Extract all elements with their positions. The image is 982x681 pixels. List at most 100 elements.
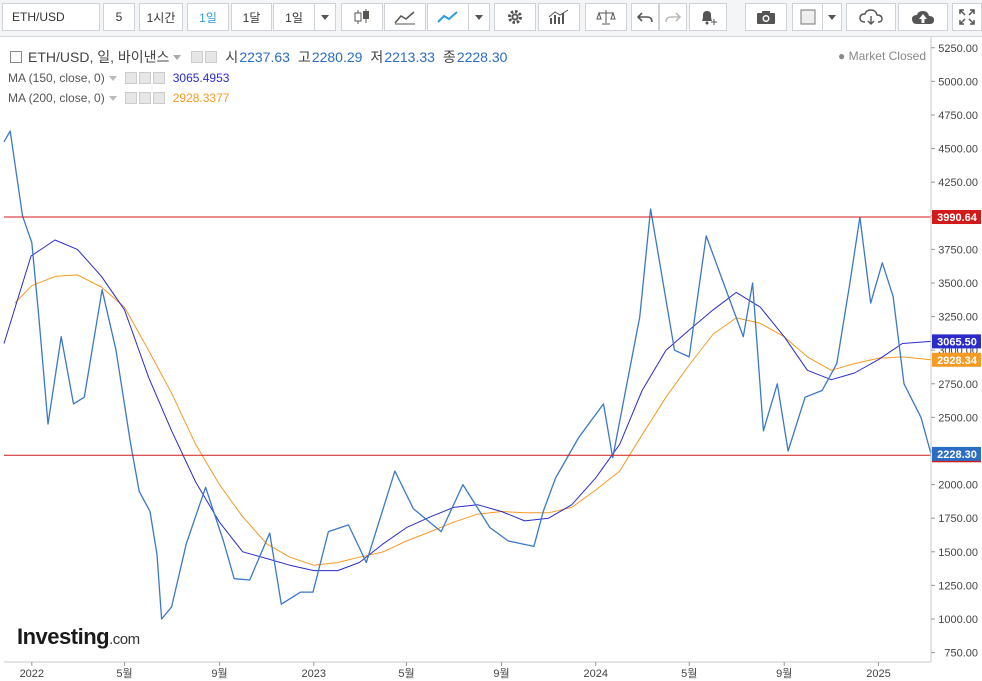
- candlestick-icon: [354, 9, 369, 24]
- ma200-label: MA (200, close, 0): [8, 91, 105, 105]
- market-status: ● Market Closed: [838, 49, 926, 63]
- chart-toolbar: ETH/USD 5 1시간 1일 1달 1일: [0, 0, 982, 37]
- interval-1hour-button[interactable]: 1시간: [139, 3, 183, 31]
- chart-series: [3, 130, 932, 620]
- x-tick-label: 9월: [493, 667, 509, 680]
- expand-icon: [959, 9, 975, 25]
- interval-select[interactable]: 1일: [273, 3, 315, 31]
- chevron-down-icon[interactable]: [108, 75, 117, 81]
- undo-icon: [637, 12, 653, 23]
- series-line-ma150: [3, 239, 932, 572]
- close-value: 2228.30: [456, 49, 508, 65]
- y-tick-label: 1000.00: [938, 614, 978, 626]
- snapshot-button[interactable]: [745, 3, 787, 31]
- eye-icon[interactable]: [124, 72, 137, 84]
- y-tick-label: 4750.00: [938, 110, 978, 122]
- series-line-price: [3, 130, 932, 620]
- price-label: 2228.30: [937, 449, 977, 461]
- chevron-down-icon[interactable]: [108, 95, 117, 101]
- load-chart-button[interactable]: [846, 3, 896, 31]
- price-label-box: [932, 334, 981, 349]
- area-chart-button[interactable]: [384, 3, 426, 31]
- cloud-upload-icon: [912, 11, 934, 24]
- x-tick-label: 5월: [116, 667, 132, 680]
- plot-background: [4, 37, 931, 662]
- y-tick-label: 5000.00: [938, 76, 978, 88]
- camera-icon: [757, 11, 775, 24]
- interval-1month-button[interactable]: 1달: [231, 3, 272, 31]
- x-tick-label: 9월: [776, 667, 792, 680]
- y-axis-background: [931, 37, 982, 662]
- template-button[interactable]: [792, 3, 824, 31]
- save-chart-button[interactable]: [898, 3, 948, 31]
- template-dropdown[interactable]: [822, 3, 842, 31]
- chart-type-dropdown[interactable]: [468, 3, 490, 31]
- compare-button[interactable]: [585, 3, 627, 31]
- close-icon[interactable]: [152, 92, 165, 104]
- y-tick-label: 2500.00: [938, 412, 978, 424]
- y-tick-label: 1500.00: [938, 547, 978, 559]
- candlestick-button[interactable]: [341, 3, 383, 31]
- x-tick-label: 5월: [398, 667, 414, 680]
- low-value: 2213.33: [384, 49, 435, 65]
- interval-1day-button[interactable]: 1일: [187, 3, 229, 31]
- interval-5-button[interactable]: 5: [103, 3, 135, 31]
- chevron-down-icon: [475, 14, 483, 20]
- price-chart[interactable]: 5250.005000.004750.004500.004250.004000.…: [0, 37, 982, 681]
- ma150-value: 3065.4953: [172, 71, 230, 85]
- redo-button[interactable]: [659, 3, 687, 31]
- chevron-down-icon[interactable]: [173, 54, 182, 60]
- undo-button[interactable]: [631, 3, 659, 31]
- chevron-down-icon: [828, 14, 836, 20]
- alert-button[interactable]: [689, 3, 727, 31]
- y-tick-label: 3250.00: [938, 312, 978, 324]
- chart-axes: 5250.005000.004750.004500.004250.004000.…: [0, 37, 982, 681]
- scale-icon: [596, 10, 616, 25]
- bell-plus-icon: [702, 11, 717, 25]
- x-axis-background: [0, 662, 982, 681]
- investing-logo: Investing.com: [17, 624, 140, 650]
- indicators-icon: [548, 9, 569, 24]
- y-tick-label: 2750.00: [938, 379, 978, 391]
- price-label-box: [932, 446, 981, 461]
- y-tick-label: 1750.00: [938, 513, 978, 525]
- ma200-legend: MA (200, close, 0) 2928.3377: [8, 91, 229, 105]
- square-icon: [800, 9, 816, 25]
- market-status-text: Market Closed: [848, 49, 926, 63]
- eye-icon[interactable]: [191, 51, 204, 63]
- logo-text: Investing: [17, 624, 110, 649]
- symbol-input[interactable]: ETH/USD: [2, 3, 100, 31]
- y-tick-label: 4250.00: [938, 177, 978, 189]
- close-label: 종: [442, 49, 456, 65]
- redo-icon: [665, 12, 681, 23]
- price-label-box: [932, 352, 981, 367]
- gear-icon: [508, 10, 522, 24]
- logo-suffix: .com: [109, 631, 140, 648]
- series-line-ma200: [14, 274, 932, 566]
- ma150-label: MA (150, close, 0): [8, 71, 105, 85]
- ma200-value: 2928.3377: [172, 91, 230, 105]
- gear-icon[interactable]: [205, 51, 218, 63]
- price-label-box: [932, 210, 981, 225]
- y-tick-label: 2000.00: [938, 480, 978, 492]
- y-tick-label: 1250.00: [938, 580, 978, 592]
- main-series-legend: ETH/USD, 일, 바이낸스 시 2237.63 고 2280.29 저 2213…: [8, 47, 507, 67]
- interval-dropdown-button[interactable]: [314, 3, 336, 31]
- close-icon[interactable]: [152, 72, 165, 84]
- line-chart-button[interactable]: [427, 3, 469, 31]
- fullscreen-button[interactable]: [952, 3, 982, 31]
- high-label: 고: [297, 49, 311, 65]
- price-label: 3990.64: [937, 212, 978, 224]
- gear-icon[interactable]: [138, 72, 151, 84]
- eye-icon[interactable]: [124, 92, 137, 104]
- horizontal-lines: [4, 216, 931, 456]
- mountain-chart-icon: [394, 11, 415, 25]
- indicators-button[interactable]: [538, 3, 580, 31]
- y-tick-label: 4500.00: [938, 144, 978, 156]
- x-tick-label: 9월: [211, 667, 227, 680]
- x-tick-label: 2023: [302, 668, 326, 680]
- collapse-legend-icon[interactable]: [10, 51, 22, 63]
- high-value: 2280.29: [311, 49, 363, 65]
- gear-icon[interactable]: [138, 92, 151, 104]
- settings-button[interactable]: [494, 3, 536, 31]
